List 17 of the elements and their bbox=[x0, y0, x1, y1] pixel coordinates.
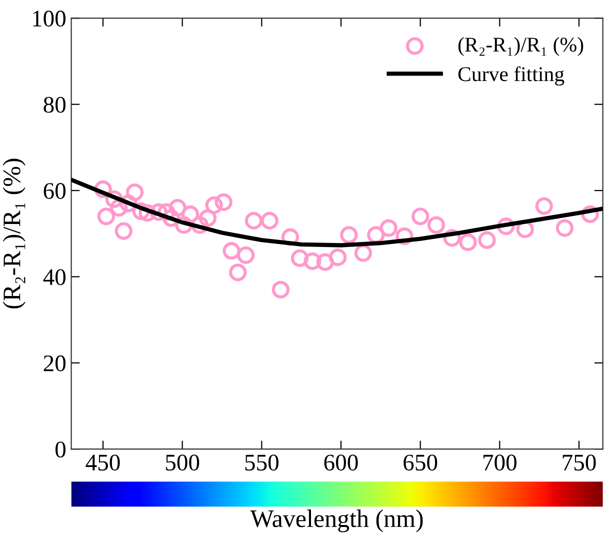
x-tick-label: 450 bbox=[86, 454, 120, 471]
y-tick-label: 20 bbox=[44, 355, 66, 372]
y-tick-label: 100 bbox=[33, 10, 66, 27]
y-tick-label: 60 bbox=[44, 183, 66, 199]
x-tick-label: 650 bbox=[404, 454, 438, 471]
x-axis-title: Wavelength (nm) bbox=[250, 510, 423, 532]
x-tick-label: 550 bbox=[245, 454, 278, 471]
y-tick-label: 0 bbox=[56, 442, 66, 458]
x-tick-label: 700 bbox=[484, 454, 516, 471]
x-tick-label: 500 bbox=[166, 454, 200, 471]
legend-label: Curve fitting bbox=[458, 66, 564, 86]
legend-label: (R₂-R₁)/R₁ (%) bbox=[458, 37, 584, 56]
y-axis-title: (R₂-R₁)/R₁ (%) bbox=[2, 158, 26, 308]
y-tick-label: 40 bbox=[43, 269, 66, 286]
y-tick-label: 80 bbox=[44, 96, 66, 113]
x-tick-label: 750 bbox=[562, 454, 596, 471]
x-tick-label: 600 bbox=[324, 454, 358, 471]
